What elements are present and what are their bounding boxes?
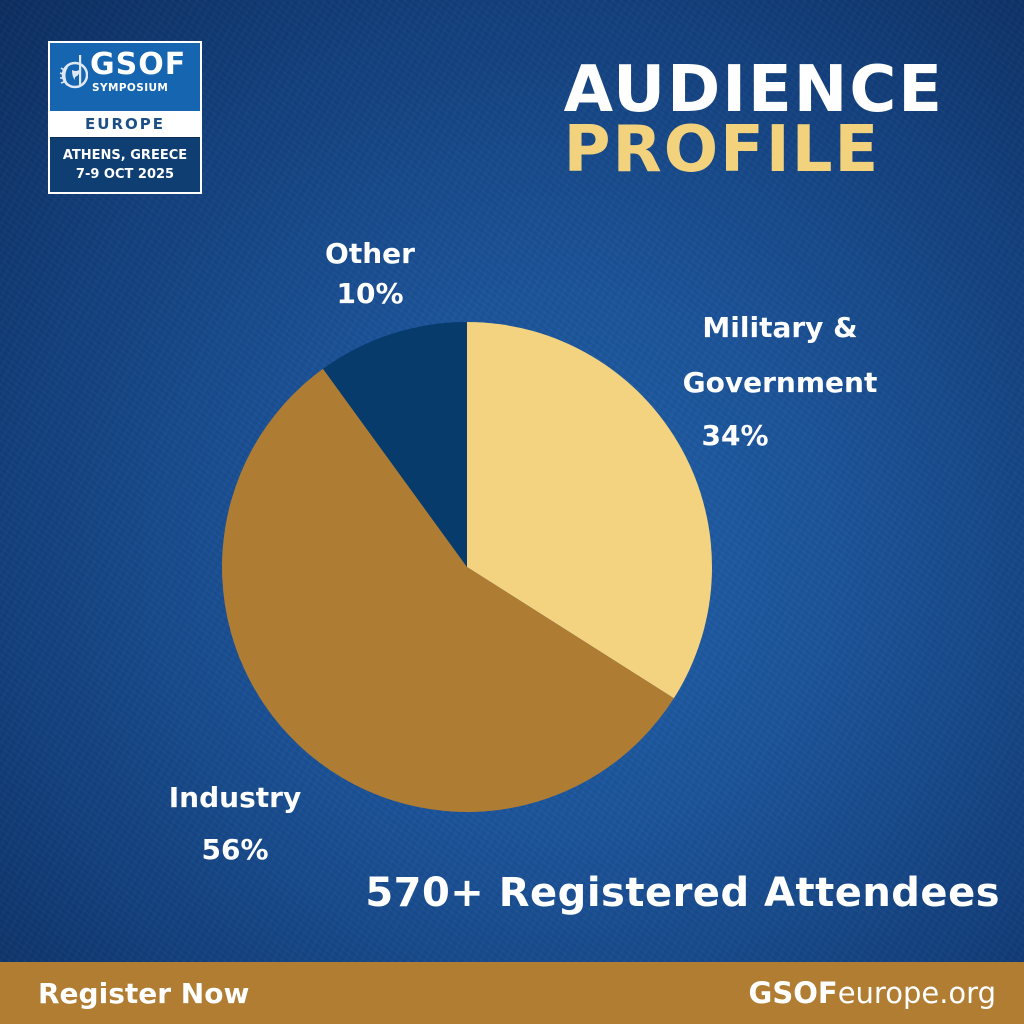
label-industry-name: Industry [168,781,302,814]
label-other-name: Other [325,237,415,270]
website-bold: GSOF [748,976,838,1010]
label-military-line2: Government [682,366,878,399]
label-other: Other 10% [305,234,435,314]
pie-slices [222,322,712,813]
gsof-logo: GSOF SYMPOSIUM EUROPE ATHENS, GREECE 7-9… [48,41,202,194]
register-now-link[interactable]: Register Now [38,976,250,1010]
footer-bar: Register Now GSOFeurope.org [0,962,1024,1024]
title-line-2: PROFILE [563,113,881,187]
label-other-pct: 10% [336,277,404,310]
label-military: Military & Government [660,300,900,410]
website-link[interactable]: GSOFeurope.org [749,976,996,1010]
page-title: AUDIENCE PROFILE [563,53,944,187]
globe-laurel-icon [59,55,88,89]
pie-slice-military-government [467,322,712,699]
logo-region: EUROPE [50,111,200,137]
label-industry: Industry 56% [140,772,330,876]
attendees-count: 570+ Registered Attendees [365,870,1000,916]
logo-top-band: GSOF SYMPOSIUM [50,43,200,111]
logo-location: ATHENS, GREECE [62,148,188,163]
logo-brand: GSOF [90,47,187,82]
website-rest: europe.org [837,976,996,1010]
pie-slice-industry [222,368,674,813]
label-military-line1: Military & [702,311,858,344]
pie-slice-other [322,322,467,567]
title-line-1: AUDIENCE [563,53,944,127]
logo-event-info: ATHENS, GREECE 7-9 OCT 2025 [50,137,200,192]
label-military-pct: 34% [701,419,769,452]
logo-dates: 7-9 OCT 2025 [75,167,175,182]
logo-subtitle: SYMPOSIUM [92,82,169,94]
label-industry-pct: 56% [201,833,269,866]
